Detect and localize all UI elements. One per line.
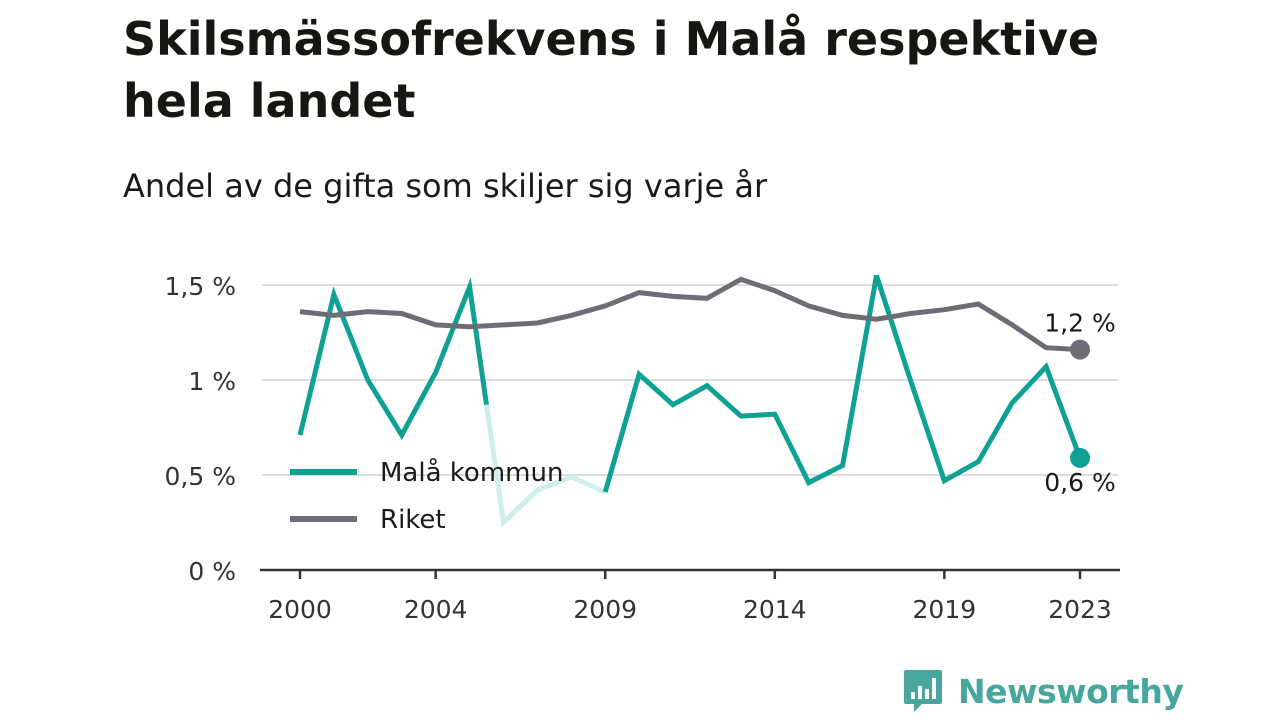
axes: 0 % 0,5 % 1 % 1,5 % 2000 2004 2009 2014 2019 2023 bbox=[165, 272, 1120, 624]
end-point-riket bbox=[1070, 339, 1090, 360]
x-tick-label: 2004 bbox=[404, 595, 468, 624]
x-tick-label: 2019 bbox=[913, 595, 977, 624]
chart-title: Skilsmässofrekvens i Malå respektive hel… bbox=[123, 12, 1100, 128]
series-line-mal-kommun-faded bbox=[484, 404, 607, 528]
end-point-mal-kommun bbox=[1070, 447, 1090, 468]
x-tick-label: 2023 bbox=[1048, 595, 1112, 624]
legend-label-riket: Riket bbox=[380, 505, 446, 535]
y-tick-label: 1,5 % bbox=[165, 272, 236, 301]
end-value-label: 1,2 % bbox=[1044, 309, 1115, 338]
end-value-label: 0,6 % bbox=[1044, 468, 1115, 497]
series-line-mal-kommun bbox=[297, 277, 489, 441]
y-tick-label: 0,5 % bbox=[165, 462, 236, 491]
y-tick-label: 1 % bbox=[188, 367, 236, 396]
chart-subtitle: Andel av de gifta som skiljer sig varje … bbox=[123, 167, 768, 205]
legend-label-mal-kommun: Malå kommun bbox=[380, 457, 563, 488]
x-tick-label: 2000 bbox=[268, 595, 332, 624]
series-line-mal-kommun bbox=[602, 274, 1083, 493]
x-tick-label: 2014 bbox=[743, 595, 807, 624]
series-lines bbox=[297, 274, 1090, 528]
grid-lines bbox=[262, 284, 1118, 476]
newsworthy-logo: Newsworthy bbox=[902, 668, 1184, 714]
y-tick-label: 0 % bbox=[188, 557, 236, 586]
end-labels: 0,6 % 1,2 % bbox=[1044, 309, 1115, 497]
legend: Malå kommun Riket bbox=[290, 457, 563, 535]
x-tick-label: 2009 bbox=[573, 595, 637, 624]
newsworthy-logo-text: Newsworthy bbox=[958, 671, 1184, 711]
series-line-riket bbox=[299, 276, 1081, 353]
newsworthy-logo-icon bbox=[904, 670, 942, 712]
